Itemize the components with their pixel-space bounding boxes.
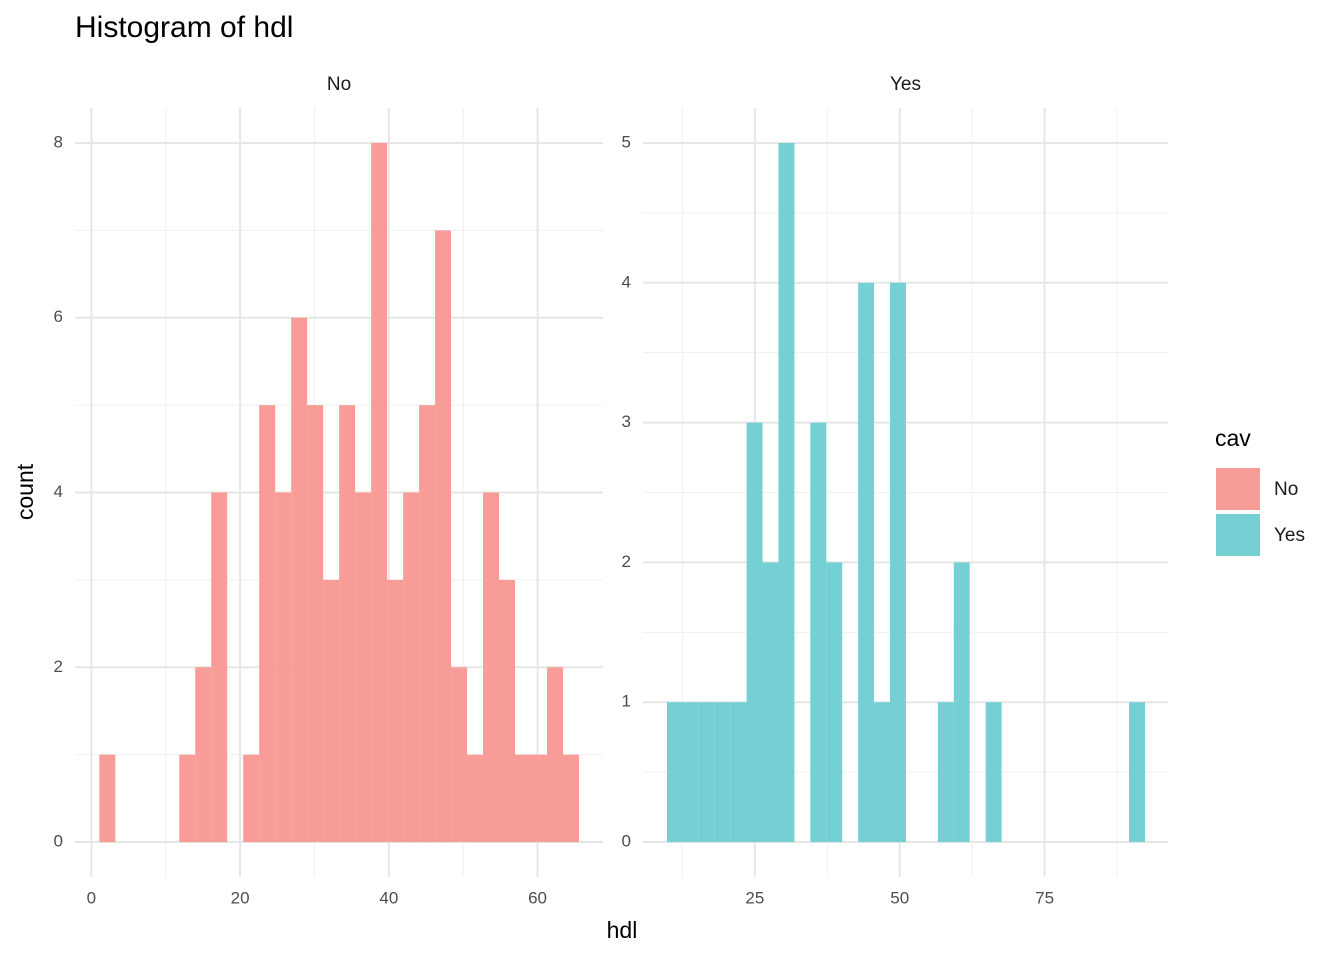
bar xyxy=(1129,702,1145,843)
bar xyxy=(243,754,260,843)
bar xyxy=(937,702,954,843)
chart-title: Histogram of hdl xyxy=(75,11,293,44)
bar xyxy=(874,702,891,843)
y-tick-label: 3 xyxy=(622,412,631,431)
x-axis-label: hdl xyxy=(607,917,638,943)
bar xyxy=(467,754,484,843)
y-tick-label: 6 xyxy=(54,307,63,326)
bar xyxy=(291,317,308,843)
bar xyxy=(698,702,715,843)
x-tick-label: 75 xyxy=(1035,888,1054,907)
bar xyxy=(890,282,906,843)
bar xyxy=(323,579,340,843)
bar xyxy=(451,667,468,843)
bar xyxy=(778,142,795,843)
x-tick-label: 40 xyxy=(379,888,398,907)
bar xyxy=(515,754,532,843)
legend-label: No xyxy=(1274,479,1298,500)
bar xyxy=(275,492,292,843)
y-tick-label: 2 xyxy=(54,657,63,676)
bar xyxy=(826,562,843,843)
bar xyxy=(746,422,763,843)
panel-title: Yes xyxy=(890,74,921,95)
x-tick-label: 0 xyxy=(87,888,96,907)
bar xyxy=(714,702,731,843)
bar xyxy=(858,282,875,843)
y-tick-label: 8 xyxy=(54,132,63,151)
x-tick-label: 60 xyxy=(528,888,547,907)
x-tick-label: 50 xyxy=(890,888,909,907)
bar xyxy=(499,579,516,843)
bar xyxy=(419,405,436,843)
bar xyxy=(562,754,579,843)
x-tick-label: 25 xyxy=(745,888,764,907)
bar xyxy=(211,492,228,843)
bar xyxy=(730,702,747,843)
y-tick-label: 5 xyxy=(622,132,631,151)
bar xyxy=(953,562,970,843)
bar xyxy=(307,405,324,843)
panel-title: No xyxy=(327,74,351,95)
bar xyxy=(259,405,276,843)
bar xyxy=(666,702,683,843)
y-tick-label: 1 xyxy=(622,692,631,711)
bar xyxy=(985,702,1002,843)
y-tick-label: 0 xyxy=(54,832,63,851)
legend-key xyxy=(1216,468,1260,510)
legend-title: cav xyxy=(1215,425,1251,451)
bar xyxy=(810,422,827,843)
y-tick-label: 0 xyxy=(622,832,631,851)
bar xyxy=(403,492,420,843)
bar xyxy=(547,667,563,843)
bar xyxy=(435,230,452,843)
bar xyxy=(99,754,116,843)
x-tick-label: 20 xyxy=(231,888,250,907)
legend-label: Yes xyxy=(1274,525,1305,546)
y-axis-label: count xyxy=(12,463,38,520)
y-tick-label: 4 xyxy=(54,482,63,501)
bar xyxy=(179,754,196,843)
bar xyxy=(339,405,356,843)
bar xyxy=(387,579,404,843)
bar xyxy=(762,562,779,843)
bar xyxy=(531,754,548,843)
bar xyxy=(355,492,372,843)
y-tick-label: 4 xyxy=(622,272,631,291)
legend-key xyxy=(1216,514,1260,556)
bar xyxy=(483,492,500,843)
bar xyxy=(195,667,212,843)
y-tick-label: 2 xyxy=(622,552,631,571)
bar xyxy=(371,142,388,843)
bar xyxy=(682,702,699,843)
